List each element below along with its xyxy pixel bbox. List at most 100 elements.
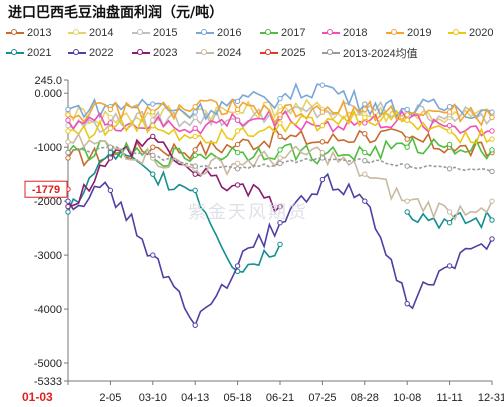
data-point-2013-2024- — [234, 166, 241, 172]
series-line-2021 — [67, 150, 281, 273]
data-point-2024 — [362, 171, 368, 177]
data-point-2019 — [192, 104, 198, 110]
legend-swatch — [6, 47, 24, 59]
data-point-2016 — [234, 98, 241, 105]
legend-item-2024[interactable]: 2024 — [196, 44, 241, 62]
data-point-2020 — [192, 133, 198, 140]
data-point-2022 — [65, 198, 71, 204]
legend-label: 2022 — [89, 47, 114, 59]
data-point-2024 — [489, 198, 495, 204]
legend-swatch — [386, 27, 404, 39]
data-point-2020 — [319, 122, 326, 129]
data-point-2013-2024- — [107, 144, 114, 150]
y-tick-label: 0.000 — [34, 88, 62, 100]
data-point-2013 — [192, 147, 198, 153]
data-point-2019 — [489, 114, 495, 121]
data-point-2021 — [277, 241, 283, 248]
x-tick-label: 12-31 — [478, 392, 504, 404]
watermark: 紫金天风期货 — [188, 202, 308, 223]
data-point-2020 — [65, 128, 71, 134]
data-point-2022 — [319, 176, 326, 183]
current-value-badge — [24, 180, 68, 198]
data-point-2021 — [404, 209, 410, 215]
legend-item-2015[interactable]: 2015 — [132, 24, 177, 42]
legend-item-2017[interactable]: 2017 — [260, 24, 305, 42]
data-point-2016 — [65, 106, 71, 113]
data-point-2019 — [446, 109, 453, 115]
data-point-2013 — [150, 144, 156, 150]
legend-item-2013[interactable]: 2013 — [6, 24, 51, 42]
data-point-2019 — [362, 106, 368, 113]
data-point-2013-2024- — [362, 157, 368, 164]
legend-item-2013-2024-[interactable]: 2013-2024均值 — [322, 44, 418, 62]
legend-swatch — [68, 47, 86, 59]
data-point-2019 — [404, 112, 410, 118]
legend-item-2020[interactable]: 2020 — [448, 24, 493, 42]
data-point-2018 — [107, 120, 114, 126]
data-point-2013 — [319, 139, 326, 145]
x-tick-label: 04-13 — [181, 392, 209, 404]
legend-item-2023[interactable]: 2023 — [132, 44, 177, 62]
x-tick-label: 06-21 — [266, 392, 294, 404]
data-point-2019 — [319, 109, 326, 115]
data-point-2022 — [192, 322, 198, 328]
chart-title: 进口巴西毛豆油盘面利润（元/吨） — [8, 5, 224, 21]
data-point-2017 — [446, 141, 453, 148]
data-point-2015 — [65, 122, 71, 129]
data-point-2019 — [65, 112, 71, 118]
x-tick-label: 05-18 — [224, 392, 252, 404]
data-point-2022 — [234, 263, 241, 269]
data-point-2018 — [192, 125, 198, 131]
y-tick-label: -1000 — [34, 142, 62, 154]
data-point-2022 — [489, 236, 495, 242]
data-point-2015 — [150, 117, 156, 123]
legend-label: 2018 — [343, 27, 368, 39]
data-point-2024 — [404, 198, 410, 204]
data-point-2015 — [192, 114, 198, 121]
data-point-2017 — [404, 144, 410, 150]
data-point-2013 — [362, 130, 368, 137]
data-point-2023 — [192, 171, 198, 177]
data-point-2020 — [404, 117, 410, 123]
data-point-2013-2024- — [150, 152, 156, 158]
data-point-2020 — [277, 120, 283, 126]
data-point-2018 — [65, 117, 71, 123]
data-point-2024 — [65, 139, 71, 145]
x-tick-label: 11-11 — [436, 392, 463, 404]
legend-label: 2013-2024均值 — [343, 48, 418, 60]
series-line-2022 — [67, 172, 493, 328]
data-point-2017 — [362, 149, 368, 156]
series-line-2013-2024- — [67, 145, 493, 173]
current-value-label: -1779 — [32, 184, 60, 196]
data-point-2022 — [362, 198, 368, 204]
data-point-2021 — [107, 149, 114, 156]
legend-label: 2020 — [469, 27, 494, 39]
data-point-2017 — [277, 147, 283, 153]
legend-item-2014[interactable]: 2014 — [68, 24, 113, 42]
data-point-2019 — [107, 106, 114, 113]
legend-swatch — [68, 27, 86, 39]
legend-item-2016[interactable]: 2016 — [196, 24, 241, 42]
legend-label: 2023 — [153, 47, 178, 59]
legend-swatch — [6, 27, 24, 39]
y-tick-label: -5000 — [34, 358, 62, 370]
data-point-2016 — [277, 95, 283, 102]
data-point-2017 — [234, 149, 241, 156]
legend-item-2025[interactable]: 2025 — [260, 44, 305, 62]
legend-swatch — [132, 47, 150, 59]
data-point-2022 — [150, 252, 156, 258]
data-point-2023 — [107, 155, 114, 161]
legend-item-2019[interactable]: 2019 — [386, 24, 431, 42]
legend-swatch — [260, 47, 278, 59]
legend-label: 2014 — [89, 27, 114, 39]
data-point-2013 — [65, 155, 71, 161]
data-point-2019 — [277, 112, 283, 118]
legend-swatch — [260, 27, 278, 39]
legend-item-2022[interactable]: 2022 — [68, 44, 113, 62]
legend-label: 2016 — [217, 27, 242, 39]
legend-item-2018[interactable]: 2018 — [322, 24, 367, 42]
legend-item-2021[interactable]: 2021 — [6, 44, 51, 62]
data-point-2021 — [192, 187, 198, 194]
data-point-2013-2024- — [404, 163, 410, 169]
data-point-2021 — [489, 217, 495, 223]
